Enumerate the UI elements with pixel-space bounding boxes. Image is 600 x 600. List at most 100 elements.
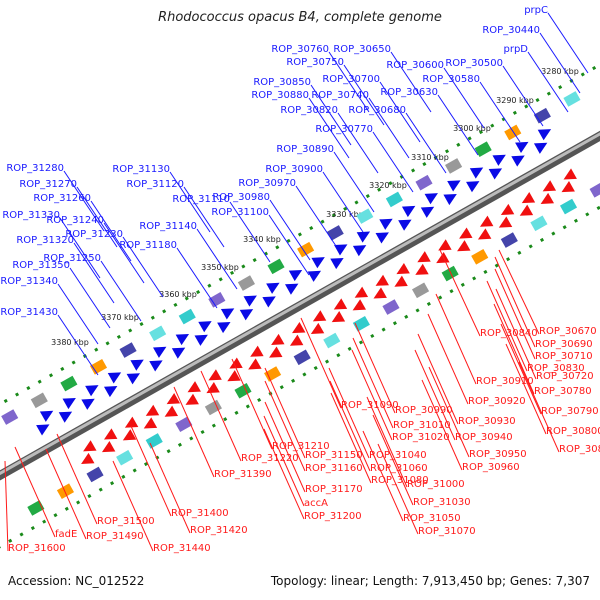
feature-box[interactable]: [323, 332, 341, 349]
reverse-gene-arrow[interactable]: [208, 369, 222, 381]
reverse-gene-arrow[interactable]: [436, 251, 450, 264]
forward-gene-label[interactable]: ROP_31240: [46, 215, 104, 226]
reverse-gene-arrow[interactable]: [438, 239, 452, 251]
feature-box[interactable]: [471, 249, 489, 265]
reverse-gene-arrow[interactable]: [269, 346, 283, 358]
forward-gene-arrow[interactable]: [375, 232, 389, 244]
forward-gene-label[interactable]: ROP_30890: [276, 144, 334, 155]
forward-gene-arrow[interactable]: [130, 359, 144, 371]
reverse-gene-arrow[interactable]: [250, 345, 264, 357]
reverse-gene-label[interactable]: ROP_31000: [407, 479, 465, 490]
reverse-gene-label[interactable]: ROP_30720: [536, 371, 594, 382]
forward-gene-arrow[interactable]: [153, 346, 167, 358]
reverse-gene-arrow[interactable]: [104, 428, 118, 440]
forward-gene-label[interactable]: ROP_31140: [139, 221, 197, 232]
reverse-gene-arrow[interactable]: [540, 192, 555, 204]
forward-gene-arrow[interactable]: [285, 283, 299, 295]
reverse-gene-label[interactable]: ROP_31050: [403, 513, 461, 524]
reverse-gene-label[interactable]: ROP_30690: [535, 339, 593, 350]
forward-gene-label[interactable]: prpD: [503, 44, 528, 55]
forward-gene-label[interactable]: ROP_31250: [43, 253, 101, 264]
forward-gene-arrow[interactable]: [334, 244, 348, 256]
feature-box[interactable]: [267, 258, 285, 275]
feature-box[interactable]: [86, 466, 104, 483]
forward-gene-arrow[interactable]: [171, 347, 186, 359]
feature-box[interactable]: [412, 282, 430, 299]
feature-box[interactable]: [178, 308, 196, 325]
reverse-gene-label[interactable]: ROP_31500: [97, 516, 155, 527]
forward-gene-label[interactable]: prpC: [524, 5, 548, 16]
feature-box[interactable]: [326, 225, 344, 241]
feature-box[interactable]: [1, 409, 19, 425]
reverse-gene-arrow[interactable]: [375, 274, 389, 286]
forward-gene-arrow[interactable]: [175, 333, 190, 346]
feature-box[interactable]: [382, 299, 400, 315]
feature-box[interactable]: [533, 107, 551, 124]
reverse-gene-arrow[interactable]: [331, 311, 346, 323]
forward-gene-label[interactable]: ROP_31270: [19, 179, 77, 190]
feature-box[interactable]: [116, 449, 134, 466]
forward-gene-arrow[interactable]: [103, 386, 118, 398]
feature-box[interactable]: [204, 399, 222, 416]
reverse-gene-label[interactable]: ROP_30830: [527, 363, 585, 374]
forward-gene-label[interactable]: ROP_31180: [119, 240, 177, 251]
reverse-gene-label[interactable]: ROP_31020: [392, 432, 450, 443]
feature-box[interactable]: [149, 325, 167, 342]
reverse-gene-label[interactable]: ROP_31200: [304, 511, 362, 522]
reverse-gene-arrow[interactable]: [227, 370, 241, 382]
forward-gene-arrow[interactable]: [488, 168, 503, 180]
feature-box[interactable]: [264, 366, 282, 382]
reverse-gene-arrow[interactable]: [457, 240, 471, 252]
forward-gene-label[interactable]: ROP_30770: [315, 124, 373, 135]
reverse-gene-label[interactable]: ROP_30670: [539, 326, 597, 337]
reverse-gene-label[interactable]: ROP_31400: [171, 508, 229, 519]
forward-gene-label[interactable]: ROP_30600: [386, 60, 444, 71]
forward-gene-arrow[interactable]: [81, 398, 95, 410]
forward-gene-arrow[interactable]: [266, 282, 280, 294]
forward-gene-arrow[interactable]: [398, 219, 412, 231]
reverse-gene-arrow[interactable]: [312, 310, 327, 322]
reverse-gene-label[interactable]: ROP_31390: [214, 469, 272, 480]
forward-gene-label[interactable]: ROP_31330: [2, 210, 60, 221]
forward-gene-arrow[interactable]: [220, 308, 235, 320]
reverse-gene-label[interactable]: ROP_31170: [305, 484, 363, 495]
feature-box[interactable]: [89, 359, 108, 375]
reverse-gene-label[interactable]: ROP_31030: [413, 497, 471, 508]
reverse-gene-arrow[interactable]: [500, 203, 515, 215]
reverse-gene-label[interactable]: ROP_30950: [469, 449, 527, 460]
reverse-gene-label[interactable]: ROP_30940: [455, 432, 513, 443]
reverse-gene-arrow[interactable]: [310, 322, 325, 334]
forward-gene-label[interactable]: ROP_30760: [271, 44, 329, 55]
feature-box[interactable]: [297, 241, 315, 258]
feature-box[interactable]: [119, 342, 137, 358]
reverse-gene-arrow[interactable]: [166, 392, 181, 405]
reverse-gene-arrow[interactable]: [373, 287, 387, 299]
reverse-gene-label[interactable]: ROP_31070: [418, 526, 476, 537]
reverse-gene-arrow[interactable]: [271, 333, 285, 345]
forward-gene-arrow[interactable]: [401, 205, 416, 218]
reverse-gene-label[interactable]: ROP_31490: [86, 531, 144, 542]
forward-gene-arrow[interactable]: [533, 142, 548, 154]
forward-gene-label[interactable]: ROP_30630: [380, 87, 438, 98]
reverse-gene-arrow[interactable]: [101, 441, 116, 453]
forward-gene-label[interactable]: ROP_31260: [33, 193, 91, 204]
reverse-gene-label[interactable]: ROP_31150: [305, 450, 363, 461]
forward-gene-arrow[interactable]: [515, 141, 529, 154]
reverse-gene-arrow[interactable]: [289, 334, 304, 346]
forward-gene-label[interactable]: ROP_30980: [212, 192, 270, 203]
forward-gene-label[interactable]: ROP_30700: [322, 74, 380, 85]
reverse-gene-label[interactable]: ROP_31440: [153, 543, 211, 554]
forward-gene-label[interactable]: ROP_31280: [6, 163, 64, 174]
reverse-gene-label[interactable]: ROP_31600: [8, 543, 66, 554]
forward-gene-arrow[interactable]: [262, 296, 276, 308]
reverse-gene-label[interactable]: ROP_30790: [541, 406, 599, 417]
forward-gene-label[interactable]: ROP_30850: [253, 77, 311, 88]
feature-box[interactable]: [30, 392, 48, 409]
reverse-gene-arrow[interactable]: [248, 358, 262, 370]
reverse-gene-arrow[interactable]: [352, 299, 367, 311]
feature-box[interactable]: [559, 198, 578, 215]
reverse-gene-label[interactable]: fadE: [55, 529, 77, 540]
reverse-gene-arrow[interactable]: [415, 263, 429, 275]
forward-gene-label[interactable]: ROP_31320: [16, 235, 74, 246]
forward-gene-label[interactable]: ROP_31110: [172, 194, 230, 205]
